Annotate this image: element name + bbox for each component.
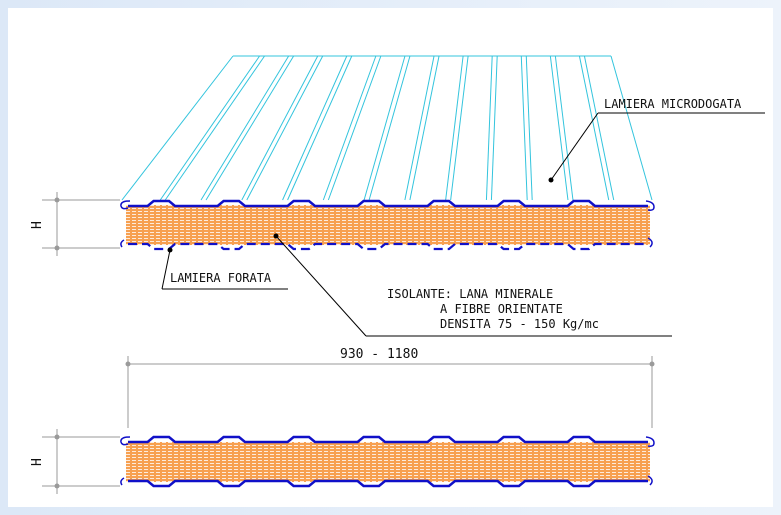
sheet-rib-line: [241, 55, 319, 201]
insulation-core-top: [126, 205, 650, 245]
sheet-rib-line: [525, 55, 533, 201]
height-dimension-bottom: [42, 429, 120, 494]
sheet-rib-line: [200, 55, 290, 201]
sheet-rib-line: [246, 55, 324, 201]
sheet-rib-line: [549, 55, 569, 201]
sheet-rib-line: [450, 55, 469, 201]
sheet-rib-line: [205, 55, 295, 201]
sheet-rib-line: [164, 55, 265, 201]
bottom-sheet-profile: [128, 242, 648, 251]
leader-top-sheet: [550, 112, 765, 181]
sheet-rib-line: [363, 55, 406, 201]
panel-section-top: [120, 199, 655, 251]
insulation-core-bottom: [126, 442, 650, 482]
panel-section-bottom: [120, 435, 655, 488]
leader-insulation: [275, 235, 672, 337]
sheet-rib-line: [485, 55, 493, 201]
leader-bottom-sheet: [161, 249, 288, 290]
sheet-rib-line: [368, 55, 411, 201]
left-joint-edge: [120, 200, 131, 210]
label-insulation-line3: DENSITA 75 - 150 Kg/mc: [440, 317, 599, 331]
sheet-rib-line: [322, 55, 377, 201]
sheet-rib-line: [409, 55, 440, 201]
sheet-rib-line: [404, 55, 435, 201]
sheet-rib-line: [520, 55, 528, 201]
label-insulation-line2: A FIBRE ORIENTATE: [440, 302, 563, 316]
sheet-rib-line: [578, 55, 610, 201]
sheet-rib-line: [159, 55, 260, 201]
label-bottom-sheet: LAMIERA FORATA: [170, 271, 272, 285]
right-joint-edge: [645, 200, 655, 211]
drawing-frame: [8, 8, 773, 507]
top-sheet-profile-2: [128, 435, 648, 444]
sheet-rib-line: [583, 55, 615, 201]
top-sheet-profile: [128, 199, 648, 208]
bottom-sheet-profile-2: [128, 479, 648, 488]
sheet-rib-line: [287, 55, 353, 201]
label-insulation-line1: ISOLANTE: LANA MINERALE: [387, 287, 553, 301]
microribbed-sheet: [121, 55, 653, 201]
label-top-sheet: LAMIERA MICRODOGATA: [604, 97, 742, 111]
sheet-rib-line: [282, 55, 348, 201]
sheet-rib-line: [445, 55, 464, 201]
sheet-rib-line: [554, 55, 574, 201]
sheet-rib-line: [327, 55, 382, 201]
sheet-rib-line: [490, 55, 498, 201]
height-dimension-top: [42, 192, 120, 256]
height-label-bottom: H: [30, 458, 45, 466]
width-dimension-label: 930 - 1180: [340, 347, 418, 362]
width-dimension: [127, 356, 653, 428]
height-label-top: H: [30, 221, 45, 229]
